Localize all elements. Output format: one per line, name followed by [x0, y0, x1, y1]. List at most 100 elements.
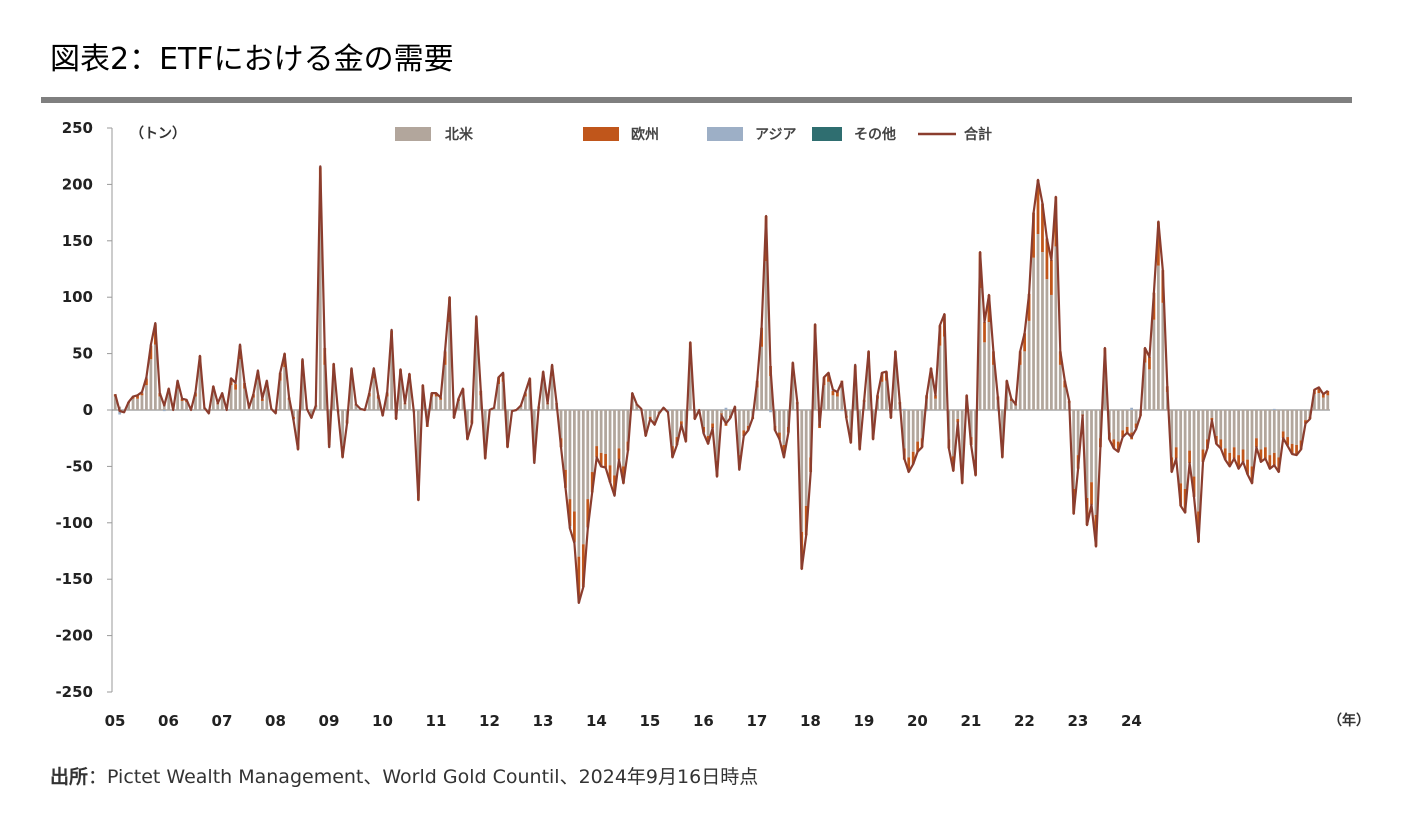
bar-segment: [434, 396, 438, 410]
bar-segment: [1317, 393, 1321, 410]
legend-swatch: [812, 127, 842, 141]
bar-segment: [1050, 259, 1053, 295]
bar-segment: [827, 381, 830, 410]
x-tick-label: 20: [907, 712, 928, 730]
bar-segment: [1210, 410, 1214, 418]
bar-segment: [836, 391, 839, 397]
bar-segment: [1027, 320, 1031, 410]
bar-segment: [577, 410, 581, 557]
bar-segment: [858, 410, 862, 441]
bar-segment: [1237, 410, 1240, 456]
bar-segment: [1268, 410, 1272, 456]
bar-segment: [1223, 410, 1227, 449]
bar-segment: [1143, 362, 1147, 410]
bar-segment: [1206, 410, 1209, 440]
bar-segment: [1072, 410, 1076, 489]
bar-segment: [1152, 319, 1156, 410]
bar-segment: [1272, 410, 1276, 453]
bar-segment: [1304, 410, 1307, 421]
bar-segment: [1237, 455, 1240, 469]
bar-segment: [604, 410, 607, 454]
bar-segment: [992, 364, 995, 410]
bar-segment: [1063, 387, 1067, 410]
bar-segment: [1313, 394, 1316, 410]
bar-segment: [769, 376, 772, 410]
bar-segment: [778, 432, 781, 440]
bar-segment: [198, 367, 202, 410]
bar-segment: [1192, 410, 1196, 477]
bar-segment: [162, 405, 166, 410]
bar-segment: [956, 419, 960, 423]
title-divider: [41, 97, 1352, 103]
legend-swatch: [395, 127, 431, 141]
bar-segment: [978, 288, 982, 410]
bar-segment: [167, 393, 171, 410]
bar-segment: [836, 396, 839, 410]
bar-segment: [902, 408, 906, 410]
y-tick-label: -150: [55, 570, 93, 588]
bar-segment: [1018, 364, 1022, 410]
bar-segment: [626, 410, 630, 442]
bar-segment: [831, 390, 835, 396]
bar-segment: [956, 410, 960, 420]
bar-segment: [827, 372, 830, 382]
bar-segment: [1232, 447, 1236, 459]
bar-segment: [1228, 410, 1232, 453]
bar-segment: [893, 364, 897, 410]
bar-segment: [675, 410, 679, 438]
bar-segment: [1326, 390, 1330, 396]
bar-segment: [720, 413, 723, 415]
bar-segment: [252, 397, 255, 410]
bar-segment: [550, 376, 554, 410]
bar-segment: [1112, 439, 1116, 449]
bar-segment: [1170, 410, 1174, 458]
bar-segment: [180, 398, 184, 401]
bar-segment: [1112, 410, 1116, 440]
bar-segment: [724, 410, 728, 423]
legend-swatch: [707, 127, 743, 141]
bar-segment: [1148, 356, 1151, 370]
bar-segment: [234, 389, 237, 410]
bar-segment: [541, 380, 545, 410]
bar-segment: [1032, 257, 1035, 410]
bar-segment: [809, 410, 813, 458]
y-tick-label: -50: [66, 457, 93, 475]
bar-segment: [1321, 394, 1325, 398]
bar-segment: [657, 410, 661, 413]
bar-segment: [238, 359, 242, 410]
bar-segment: [1116, 410, 1120, 442]
y-axis-unit-label: （トン）: [130, 126, 186, 142]
bar-segment: [354, 405, 358, 410]
bar-segment: [220, 397, 224, 410]
bar-segment: [760, 346, 764, 410]
bar-segment: [715, 410, 719, 461]
bar-segment: [211, 390, 215, 410]
source-note: 出所：Pictet Wealth Management、World Gold C…: [50, 764, 758, 790]
bar-segment: [1255, 410, 1258, 439]
bar-segment: [425, 408, 429, 410]
bar-segment: [920, 410, 924, 439]
bar-segment: [568, 499, 572, 527]
y-tick-label: 250: [62, 119, 93, 137]
bar-segment: [216, 404, 220, 410]
bar-segment: [416, 410, 420, 480]
bar-segment: [439, 397, 443, 400]
bar-segment: [916, 441, 920, 452]
bar-segment: [260, 400, 264, 410]
bar-segment: [247, 407, 251, 410]
bar-segment: [688, 356, 692, 410]
bar-segment: [1148, 369, 1151, 410]
bar-segment: [519, 406, 523, 410]
x-tick-label: 18: [800, 712, 821, 730]
bar-segment: [813, 344, 817, 410]
bar-segment: [443, 364, 447, 410]
bar-segment: [229, 385, 233, 410]
bar-segment: [679, 421, 683, 425]
bar-segment: [1050, 294, 1053, 410]
bar-segment: [1228, 452, 1232, 467]
bar-segment: [804, 410, 808, 506]
bar-segment: [278, 380, 282, 410]
y-tick-label: -250: [55, 683, 93, 701]
bar-segment: [1304, 420, 1307, 424]
legend-label: 北米: [445, 126, 474, 143]
